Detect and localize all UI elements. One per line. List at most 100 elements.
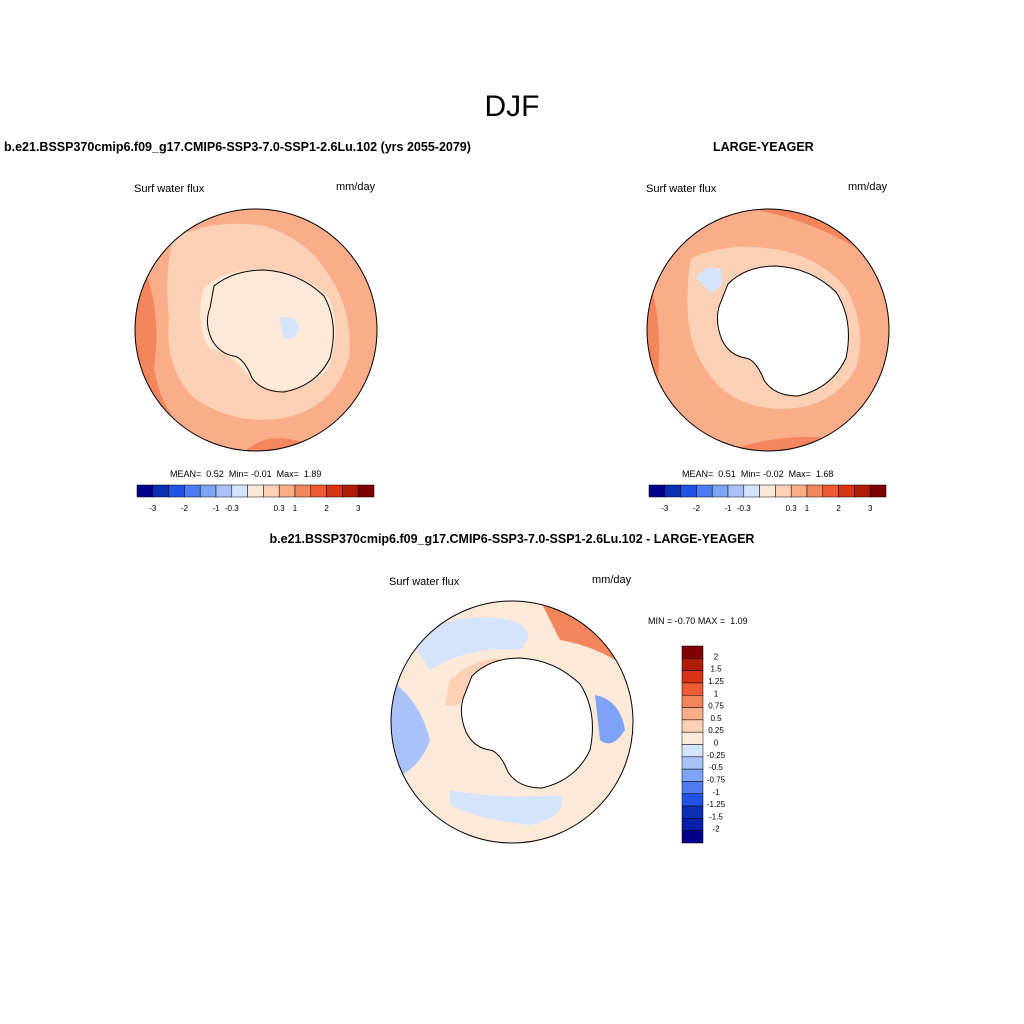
panel-3-colorbar-box <box>681 768 704 782</box>
panel-2-units-label: mm/day <box>848 181 888 193</box>
panel-3-colorbar-tick-label: 0 <box>714 739 719 748</box>
panel-3-polar-map <box>390 600 634 844</box>
panel-3-stats: MIN = -0.70 MAX = 1.09 <box>648 616 748 626</box>
panel-3-colorbar-box <box>681 781 704 794</box>
panel-1-colorbar-box <box>294 484 312 498</box>
panel-1-max-label: Max= <box>276 469 299 479</box>
panel-2-colorbar-box <box>869 484 887 498</box>
panel-2-polar-map <box>646 208 890 452</box>
panel-1-variable-label: Surf water flux <box>134 183 205 195</box>
panel-3-colorbar-tick-label: -0.5 <box>709 763 723 772</box>
panel-2-colorbar-box <box>727 484 745 498</box>
panel-1-colorbar-tick-label: -0.3 <box>225 504 239 513</box>
panel-2-colorbar-box <box>664 484 681 498</box>
panel-3-variable-label: Surf water flux <box>389 576 460 588</box>
panel-3-colorbar-tick-label: 0.5 <box>710 714 722 723</box>
panel-3-colorbar-box <box>681 695 704 708</box>
panel-3-min-label: MIN = <box>648 616 673 626</box>
panel-1-colorbar-box <box>152 484 169 498</box>
panel-1-stats: MEAN= 0.52 Min= -0.01 Max= 1.89 <box>170 469 321 479</box>
panel-3-field-south-negative <box>450 790 562 825</box>
panel-1-title: b.e21.BSSP370cmip6.f09_g17.CMIP6-SSP3-7.… <box>4 140 471 154</box>
panel-1-colorbar-box <box>184 484 201 498</box>
panel-2-colorbar-box <box>759 484 776 498</box>
panel-1-colorbar-tick-label: -1 <box>212 504 220 513</box>
panel-1-colorbar-tick-label: 3 <box>356 504 361 513</box>
panel-3-colorbar-box <box>681 645 704 659</box>
panel-1-field-negative-patch <box>279 316 299 340</box>
panel-3-colorbar-tick-label: 0.25 <box>708 726 724 735</box>
panel-2-colorbar-tick-label: 3 <box>868 504 873 513</box>
panel-1-colorbar-box <box>310 484 327 498</box>
panel-1-colorbar-box <box>342 484 359 498</box>
panel-3-title: b.e21.BSSP370cmip6.f09_g17.CMIP6-SSP3-7.… <box>269 532 755 546</box>
panel-3-colorbar: 2 1.5 1.25 1 0.75 0.5 0.25 0 -0.25 -0.5 -0.75 -1 -1.… <box>681 645 726 844</box>
panel-2-title: LARGE-YEAGER <box>713 140 814 154</box>
panel-1-coastline <box>206 269 334 393</box>
panel-2-colorbar-tick-label: -1 <box>724 504 732 513</box>
panel-1-field-antarctic-low <box>200 269 336 391</box>
panel-3-antarctica-masked <box>460 657 593 789</box>
panel-1-colorbar-box <box>231 484 248 498</box>
panel-1-colorbar-box <box>263 484 280 498</box>
panel-2-colorbar-box <box>743 484 760 498</box>
panel-2-colorbar-tick-label: -3 <box>661 504 669 513</box>
panel-1-map-border <box>134 208 378 452</box>
panel-3-colorbar-box <box>681 707 704 721</box>
panel-1-colorbar-box <box>168 484 185 498</box>
panel-2-min-value: -0.02 <box>763 469 784 479</box>
panel-3-units-label: mm/day <box>592 574 632 586</box>
panel-1-mean-label: MEAN= <box>170 469 202 479</box>
panel-3-colorbar-box <box>681 793 704 807</box>
panel-3-colorbar-box <box>681 719 704 733</box>
panel-3-max-value: 1.09 <box>730 616 748 626</box>
panel-3-colorbar-tick-label: 2 <box>714 652 719 661</box>
panel-2-stats: MEAN= 0.51 Min= -0.02 Max= 1.68 <box>682 469 833 479</box>
panel-2-colorbar-box <box>790 484 808 498</box>
panel-3-colorbar-tick-label: -1 <box>712 788 720 797</box>
panel-1-min-label: Min= <box>228 469 249 479</box>
panel-1-colorbar-box <box>326 484 343 498</box>
panel-1-min-value: -0.01 <box>251 469 272 479</box>
panel-3-field-north-negative <box>410 617 528 670</box>
panel-1-colorbar: -3 -2 -1 -0.3 0.3 1 2 3 <box>136 484 375 513</box>
panel-2-colorbar-box <box>775 484 792 498</box>
panel-3-colorbar-box <box>681 658 704 671</box>
panel-2-min-label: Min= <box>740 469 761 479</box>
panel-3-colorbar-box <box>681 670 704 684</box>
panel-2-colorbar-box <box>838 484 855 498</box>
panel-1-colorbar-tick-label: 0.3 <box>274 504 286 513</box>
panel-3-colorbar-tick-label: -1.5 <box>709 812 723 821</box>
panel-2-antarctica-masked <box>716 265 849 397</box>
panel-3-colorbar-tick-label: -0.25 <box>707 751 726 760</box>
panel-1-colorbar-tick-label: -3 <box>149 504 157 513</box>
panel-3-colorbar-box <box>681 805 704 819</box>
panel-3-colorbar-box <box>681 830 704 844</box>
panel-3-field-northeast-positive <box>540 601 617 660</box>
panel-2-colorbar: -3 -2 -1 -0.3 0.3 1 2 3 <box>648 484 887 513</box>
panel-3-colorbar-tick-label: 1.5 <box>710 665 722 674</box>
panel-2-colorbar-tick-label: -0.3 <box>737 504 751 513</box>
panel-3-colorbar-tick-label: 1 <box>714 689 719 698</box>
figure-title: DJF <box>484 90 540 123</box>
panel-2-mean-value: 0.51 <box>718 469 736 479</box>
panel-3-colorbar-box <box>681 818 704 831</box>
panel-3-colorbar-box <box>681 756 704 770</box>
panel-3-field-east-negative <box>595 695 625 744</box>
panel-1-colorbar-tick-label: 2 <box>324 504 329 513</box>
panel-3-colorbar-tick-label: -2 <box>712 825 720 834</box>
panel-2-colorbar-tick-label: -2 <box>693 504 701 513</box>
panel-2-colorbar-tick-label: 1 <box>805 504 810 513</box>
panel-2-colorbar-box <box>648 484 666 498</box>
panel-3-colorbar-tick-label: 1.25 <box>708 677 724 686</box>
panel-1-colorbar-box <box>278 484 296 498</box>
panel-1-colorbar-box <box>247 484 264 498</box>
panel-3-min-value: -0.70 <box>674 616 696 626</box>
panel-3-colorbar-box <box>681 731 704 745</box>
panel-2-max-label: Max= <box>788 469 811 479</box>
panel-3-colorbar-box <box>681 682 704 696</box>
panel-2-colorbar-box <box>806 484 824 498</box>
panel-2-colorbar-box <box>854 484 871 498</box>
panel-1-colorbar-box <box>199 484 217 498</box>
panel-1-colorbar-box <box>215 484 233 498</box>
